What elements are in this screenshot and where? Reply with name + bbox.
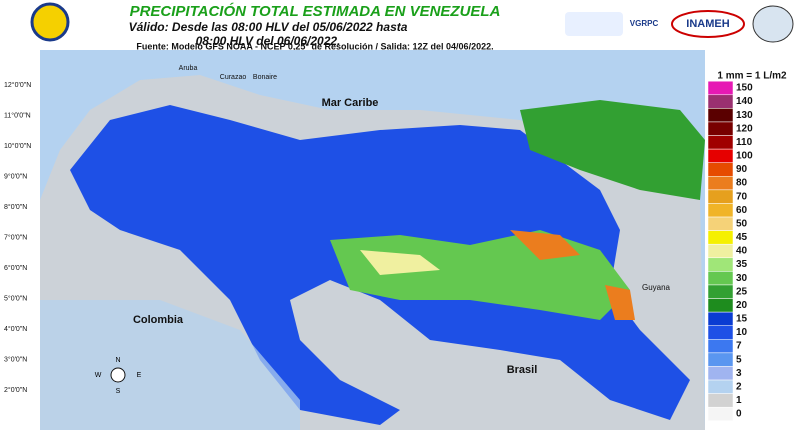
precip-zone [40,300,300,430]
lat-label: 7°0'0"N [4,233,27,241]
lat-label: 9°0'0"N [4,172,27,180]
lat-label: 12°0'0"N [4,81,31,89]
place-label: Bonaire [253,74,277,81]
legend-label: 3 [736,368,742,379]
lat-label: 5°0'0"N [4,294,27,302]
lat-labels: 12°0'0"N 11°0'0"N 10°0'0"N 9°0'0"N 8°0'0"N 7°… [4,81,31,394]
precip-zone [520,100,705,200]
legend-label: 5 [736,354,742,365]
lat-label: 4°0'0"N [4,325,27,333]
source: Fuente: Modelo GFS NOAA - NCEP 0,25° de … [136,41,493,51]
legend-swatch [707,311,734,326]
legend-swatch [707,176,734,191]
compass-label: W [95,372,102,379]
legend-label: 80 [736,178,748,189]
compass [110,367,126,383]
legend-label: 130 [736,110,753,121]
place-label: Guyana [642,283,671,292]
precip-zone [510,230,635,320]
legend-swatch [707,406,734,422]
legend-swatch [707,339,734,354]
lat-label: 2°0'0"N [4,386,27,394]
legend-swatch [707,366,734,381]
compass-label: N [115,357,120,364]
lat-label: 3°0'0"N [4,355,27,363]
logo-text: INAMEH [686,18,729,30]
legend-swatch [707,121,734,136]
place-label: Brasil [507,364,538,376]
legend-swatch [707,189,734,204]
legend-swatch [707,162,734,177]
lat-label: 10°0'0"N [4,142,31,150]
legend-label: 7 [736,341,742,352]
legend-label: 20 [736,300,748,311]
legend-label: 10 [736,327,748,338]
legend-swatch [707,94,734,109]
legend-title: 1 mm = 1 L/m2 [717,71,787,82]
lat-label: 11°0'0"N [4,111,31,119]
legend-label: 40 [736,246,748,257]
emblem [30,2,70,42]
legend-swatch [707,148,734,163]
compass-label: E [137,372,142,379]
logo [565,12,623,36]
legend-swatch [707,352,734,367]
legend-label: 110 [736,137,753,148]
legend: 1501401301201101009080706050454035302520… [707,80,753,422]
legend-swatch [707,257,734,272]
precip-zone [360,250,440,275]
legend-swatch [707,284,734,299]
legend-swatch [707,393,734,408]
legend-label: 60 [736,205,748,216]
legend-label: 45 [736,232,748,243]
logo [671,10,745,38]
legend-label: 70 [736,191,748,202]
place-label: Colombia [133,314,184,326]
legend-swatch [707,80,734,96]
map: Mar Caribe Colombia Brasil Guyana Aruba … [40,50,705,430]
legend-swatch [707,135,734,150]
legend-label: 120 [736,123,753,134]
legend-swatch [707,216,734,231]
lat-label: 6°0'0"N [4,264,27,272]
legend-label: 100 [736,151,753,162]
valid-line: Válido: Desde las 08:00 HLV del 05/06/20… [129,20,408,34]
legend-label: 140 [736,96,753,107]
legend-swatch [707,243,734,259]
place-label: Mar Caribe [322,97,379,109]
legend-swatch [707,203,734,218]
legend-label: 15 [736,314,748,325]
legend-label: 25 [736,286,748,297]
legend-swatch [707,230,734,245]
place-label: Aruba [179,65,198,72]
logo-text: VGRPC [630,19,659,28]
legend-label: 0 [736,409,742,420]
legend-label: 150 [736,83,753,94]
legend-label: 35 [736,259,748,270]
legend-swatch [707,271,734,286]
legend-swatch [707,325,734,340]
valid-line: 08:00 HLV del 06/06/2022. [196,34,341,48]
logo [752,5,794,43]
legend-swatch [707,298,734,313]
legend-label: 2 [736,381,742,392]
lat-label: 8°0'0"N [4,203,27,211]
legend-swatch [707,108,734,123]
legend-label: 1 [736,395,742,406]
legend-swatch [707,379,734,394]
legend-label: 50 [736,218,748,229]
title: PRECIPITACIÓN TOTAL ESTIMADA EN VENEZUEL… [130,2,501,20]
legend-label: 90 [736,164,748,175]
compass-label: S [116,388,121,395]
legend-label: 30 [736,273,748,284]
place-label: Curazao [220,74,247,81]
